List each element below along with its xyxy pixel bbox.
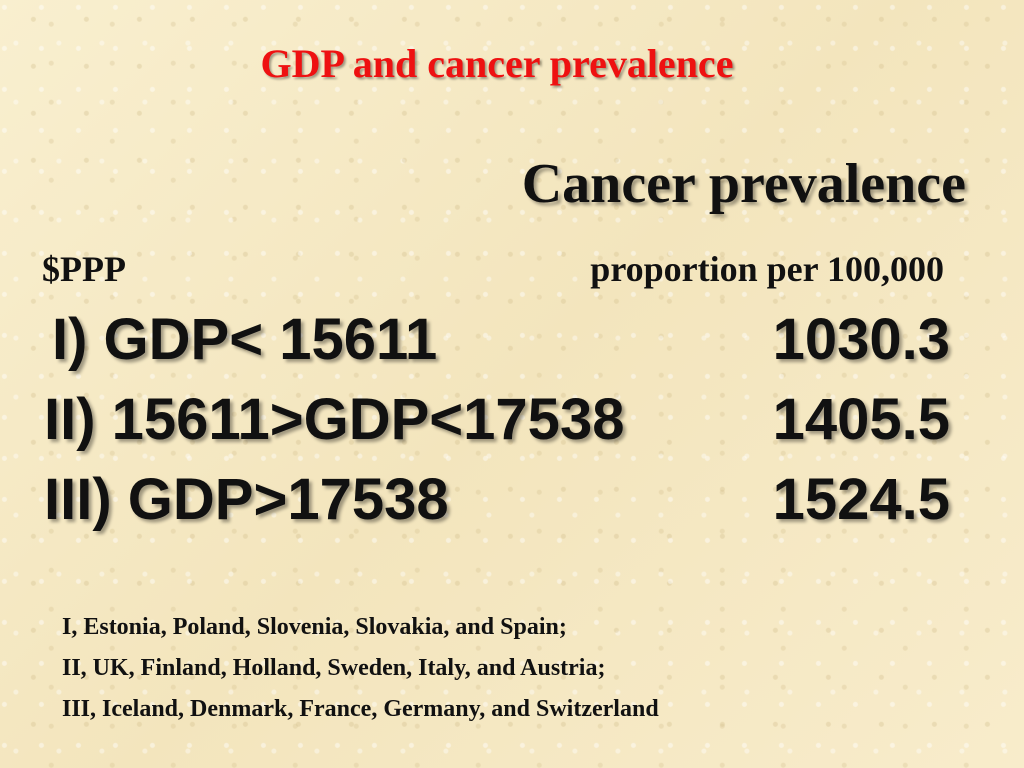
ppp-column-label: $PPP [42,249,126,289]
group-3-countries-note: III, Iceland, Denmark, France, Germany, … [62,696,659,722]
slide-title: GDP and cancer prevalence [260,41,734,86]
proportion-column-label: proportion per 100,000 [590,249,944,289]
group-1-countries-note: I, Estonia, Poland, Slovenia, Slovakia, … [62,614,567,640]
gdp-group-3-value: 1524.5 [772,467,950,532]
group-2-countries-note: II, UK, Finland, Holland, Sweden, Italy,… [62,655,606,681]
gdp-group-1-label: I) GDP< 15611 [52,307,438,372]
gdp-group-2-label: II) 15611>GDP<17538 [44,387,625,452]
gdp-group-3-label: III) GDP>17538 [44,467,449,532]
gdp-group-2-value: 1405.5 [772,387,950,452]
cancer-prevalence-heading: Cancer prevalence [521,153,966,215]
gdp-group-1-value: 1030.3 [772,307,950,372]
